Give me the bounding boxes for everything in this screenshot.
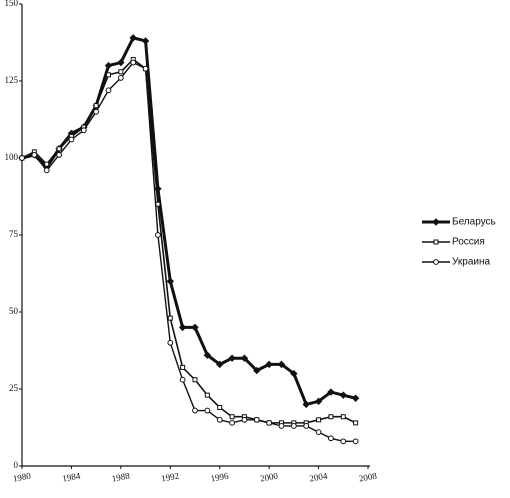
point [340,438,347,445]
point [105,87,112,94]
point [155,201,161,207]
point [104,61,113,70]
point [266,419,273,426]
point [44,161,50,167]
legend-marker [433,259,439,265]
point [352,438,359,445]
point [31,152,38,158]
point [303,423,310,429]
point [19,155,25,161]
x-tick-label: 2004 [309,471,329,484]
legend-label: Россия [452,237,485,248]
point [316,417,322,423]
point [328,435,334,442]
point [204,407,211,414]
point [179,376,186,383]
y-tick-label: 50 [9,306,19,316]
y-tick-label: 150 [5,0,19,8]
point [180,364,186,370]
point [167,315,173,321]
y-tick-label: 0 [14,460,19,470]
point [216,416,223,423]
point [327,388,335,396]
point [204,392,210,398]
x-tick-label: 1984 [62,471,82,484]
point [228,354,236,362]
legend-label: Украина [452,257,491,268]
point [277,360,286,369]
point [80,127,87,134]
point [353,420,359,426]
point [229,419,235,426]
point [265,360,273,369]
series-line [21,61,356,443]
point [178,323,187,332]
point [340,414,346,420]
point [68,136,75,143]
y-tick-label: 100 [5,152,19,162]
legend-marker [432,218,440,226]
y-tick-label: 25 [9,383,19,393]
point [253,366,261,375]
point [93,108,100,115]
point [56,152,62,158]
point [166,277,174,285]
point [278,423,285,429]
point [192,407,198,414]
x-tick-label: 1980 [12,471,32,484]
point [129,34,137,42]
point [130,59,137,66]
point [142,65,149,72]
point [302,400,310,409]
point [290,423,297,429]
x-tick-label: 2008 [358,471,378,484]
series-line [21,36,357,406]
point [315,429,322,436]
point [253,416,260,423]
point [229,414,235,420]
point [118,69,124,75]
legend-marker [433,239,439,245]
point [328,414,334,420]
point [192,377,198,383]
point [216,360,224,369]
point [290,369,298,378]
point [43,167,50,174]
x-tick-label: 1992 [160,471,179,484]
point [351,394,360,402]
point [191,323,199,332]
point [167,339,174,346]
x-tick-label: 1996 [210,471,230,484]
point [217,404,223,410]
point [240,354,249,362]
point [117,75,124,81]
y-tick-label: 125 [5,75,19,85]
point [56,146,62,152]
point [241,416,248,423]
point [141,37,150,45]
x-tick-label: 1988 [111,471,131,484]
point [155,232,161,238]
legend-label: Беларусь [452,217,496,228]
point [106,72,111,78]
point [339,391,347,399]
point [314,397,323,406]
point [93,103,99,109]
series-line [21,58,356,424]
y-tick-label: 75 [9,229,19,239]
point [117,58,125,67]
x-tick-label: 2000 [259,471,279,484]
point [203,351,212,359]
